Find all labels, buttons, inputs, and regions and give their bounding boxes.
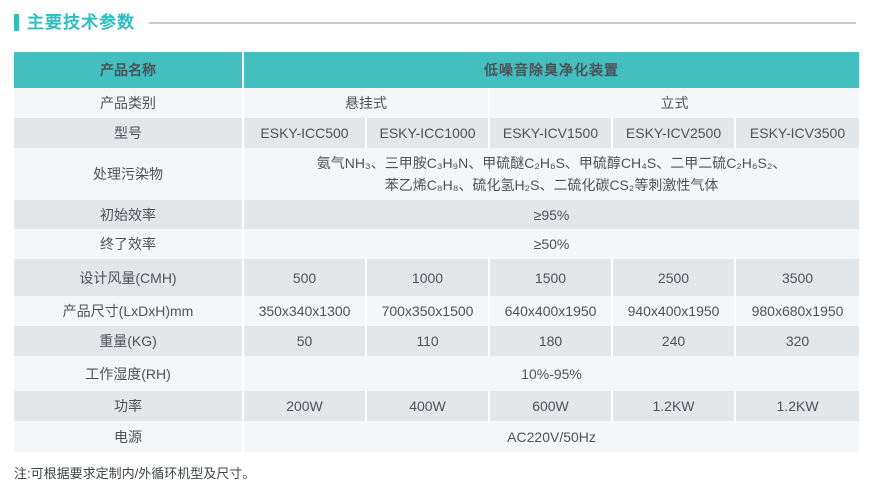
pollutants-line-2: 苯乙烯C₈H₈、硫化氢H₂S、二硫化碳CS₂等刺激性气体 [384,177,719,193]
spec-cell: ESKY-ICV2500 [611,118,735,148]
spec-cell: ESKY-ICC500 [242,118,366,148]
spec-cell: ≥95% [241,200,860,229]
row-label: 型号 [14,118,243,148]
table-header-row: 产品名称 低噪音除臭净化装置 [14,52,860,88]
row-power: 功率 200W 400W 600W 1.2KW 1.2KW [14,391,860,421]
row-initial-efficiency: 初始效率 ≥95% [14,200,860,229]
spec-cell: 240 [611,326,735,356]
spec-cell: 1.2KW [611,391,735,421]
row-label: 终了效率 [14,229,243,259]
spec-cell: 400W [365,391,489,421]
row-power-supply: 电源 AC220V/50Hz [14,421,860,452]
row-label: 产品尺寸(LxDxH)mm [14,296,243,326]
row-label: 处理污染物 [14,148,243,200]
spec-cell: ESKY-ICV3500 [733,118,860,148]
spec-cell: 氨气NH₃、三甲胺C₃H₉N、甲硫醚C₂H₆S、甲硫醇CH₄S、二甲二硫C₂H₆… [241,148,860,200]
title-accent-bar [14,13,19,31]
row-airflow: 设计风量(CMH) 500 1000 1500 2500 3500 [14,259,860,296]
spec-cell: ≥50% [241,229,860,259]
pollutants-line-1: 氨气NH₃、三甲胺C₃H₉N、甲硫醚C₂H₆S、甲硫醇CH₄S、二甲二硫C₂H₆… [316,154,787,171]
row-dimensions: 产品尺寸(LxDxH)mm 350x340x1300 700x350x1500 … [14,296,860,326]
spec-cell: 110 [365,326,489,356]
section-title-row: 主要技术参数 [14,8,859,36]
row-label: 设计风量(CMH) [14,259,243,296]
row-product-category: 产品类别 悬挂式 立式 [14,88,860,118]
spec-cell: 200W [242,391,366,421]
spec-cell: 640x400x1950 [488,296,612,326]
spec-cell: 10%-95% [241,356,860,391]
row-humidity: 工作湿度(RH) 10%-95% [14,356,860,391]
spec-cell: ESKY-ICV1500 [488,118,612,148]
row-weight: 重量(KG) 50 110 180 240 320 [14,326,860,356]
title-divider-line [149,22,856,24]
spec-table: 产品名称 低噪音除臭净化装置 产品类别 悬挂式 立式 型号 ESKY-ICC50… [14,52,860,452]
spec-cell: 立式 [487,88,860,118]
row-model: 型号 ESKY-ICC500 ESKY-ICC1000 ESKY-ICV1500… [14,118,860,148]
spec-cell: 1.2KW [733,391,860,421]
spec-cell: 悬挂式 [242,88,489,118]
header-device-title: 低噪音除臭净化装置 [241,52,860,88]
header-product-name: 产品名称 [14,52,243,88]
spec-cell: 320 [733,326,860,356]
row-label: 产品类别 [14,88,243,118]
row-label: 功率 [14,391,243,421]
row-label: 工作湿度(RH) [14,356,243,391]
row-label: 重量(KG) [14,326,243,356]
spec-cell: 180 [488,326,612,356]
row-label: 电源 [14,421,243,452]
spec-cell: 980x680x1950 [733,296,860,326]
row-final-efficiency: 终了效率 ≥50% [14,229,860,259]
spec-cell: 3500 [733,259,860,296]
footnote: 注:可根据要求定制内/外循环机型及尺寸。 [14,466,256,481]
spec-cell: 600W [488,391,612,421]
spec-cell: 1500 [488,259,612,296]
spec-cell: 350x340x1300 [242,296,366,326]
page-title: 主要技术参数 [27,12,135,32]
spec-cell: 1000 [365,259,489,296]
spec-cell: ESKY-ICC1000 [365,118,489,148]
spec-cell: 50 [242,326,366,356]
spec-cell: 700x350x1500 [365,296,489,326]
spec-cell: 2500 [611,259,735,296]
spec-cell: AC220V/50Hz [241,421,860,452]
row-label: 初始效率 [14,200,243,229]
row-pollutants: 处理污染物 氨气NH₃、三甲胺C₃H₉N、甲硫醚C₂H₆S、甲硫醇CH₄S、二甲… [14,148,860,200]
spec-cell: 500 [242,259,366,296]
spec-cell: 940x400x1950 [611,296,735,326]
